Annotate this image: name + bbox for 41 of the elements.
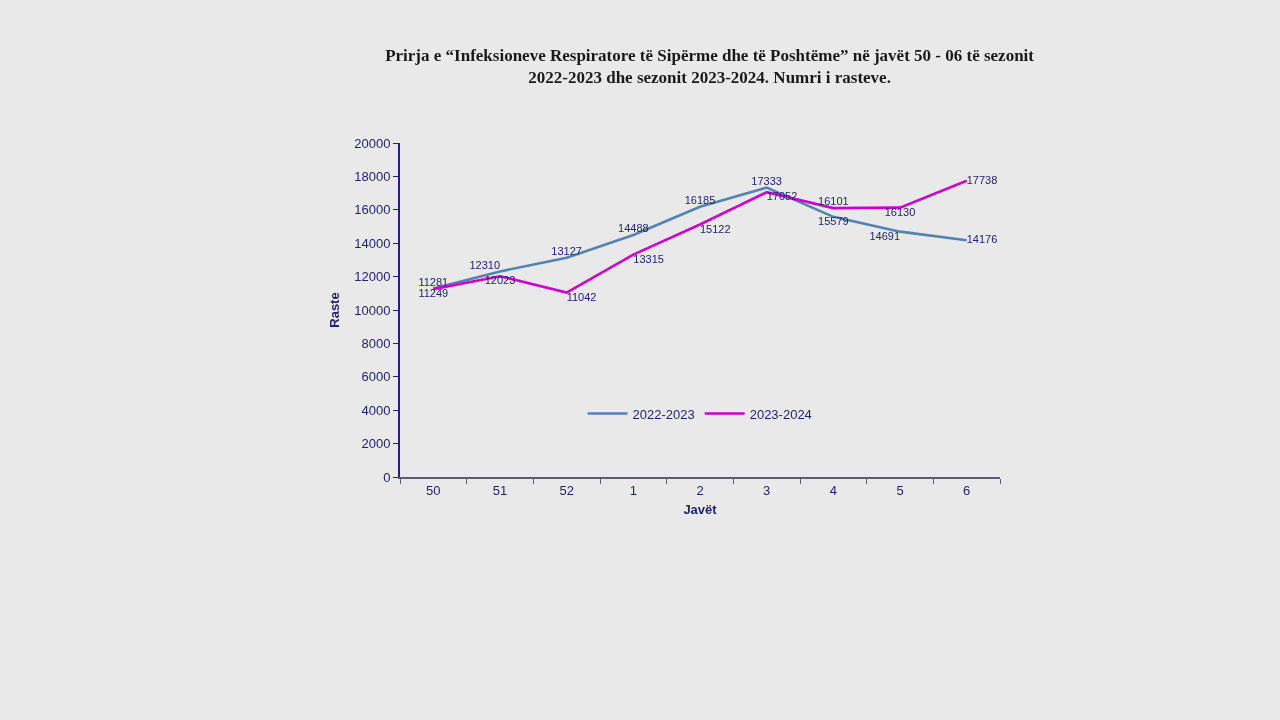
data-label: 15579 [818,215,849,228]
data-label: 14176 [966,233,998,246]
x-tick-label: 6 [963,482,971,498]
chart-title: Prirja e “Infeksioneve Respiratore të Sipërme dhe të Poshtëme” në javët 50 - 06 të sezonit 2022-2023 dhe sezonit 2023-2024. Numri i rasteve. [385,46,1035,88]
y-tick-label: 6000 [361,369,391,385]
data-label: 12310 [469,258,500,271]
y-tick-label: 10000 [354,302,391,318]
x-tick-label: 50 [426,482,441,498]
legend-label: 2022-2023 [632,406,695,422]
data-label: 17333 [751,174,782,187]
y-tick-label: 8000 [361,335,391,351]
x-tick-label: 52 [559,482,574,498]
data-label: 13127 [551,245,582,258]
data-label: 14488 [618,222,649,235]
y-tick-label: 2000 [361,436,391,452]
data-label: 11042 [566,290,597,303]
y-tick-label: 16000 [354,202,391,218]
y-tick-label: 18000 [354,168,391,184]
data-label: 17738 [966,173,998,186]
y-tick-label: 0 [383,469,391,485]
data-label: 16185 [684,193,716,206]
x-axis-title: Javët [683,501,718,517]
y-tick-label: 12000 [354,269,391,285]
data-label: 14691 [869,229,900,242]
y-tick-label: 20000 [354,135,391,151]
y-tick-label: 14000 [354,235,391,251]
data-label: 15122 [700,222,731,235]
x-tick-label: 3 [763,482,771,498]
data-label: 16101 [818,195,849,208]
data-label: 11249 [418,287,449,300]
data-label: 13315 [633,252,664,265]
data-label: 16130 [884,205,916,218]
y-tick-label: 4000 [361,402,391,418]
x-tick-label: 4 [829,482,837,498]
y-axis-title: Raste [326,292,342,328]
data-label: 11281 [418,275,449,288]
legend-label: 2023-2024 [749,406,812,422]
x-tick-label: 2 [696,482,704,498]
x-tick-label: 1 [629,482,637,498]
x-tick-label: 5 [896,482,904,498]
x-tick-label: 51 [492,482,508,498]
